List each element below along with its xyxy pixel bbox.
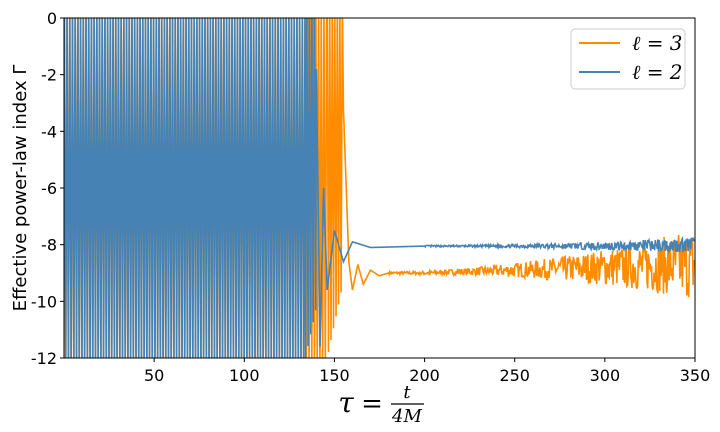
x-axis-label: τ = t 4M [338,382,424,427]
x-tick-label: 150 [319,366,350,385]
legend-label-l2: ℓ = 2 [632,60,683,84]
x-tick-label: 350 [680,366,711,385]
series-line-l2 [64,18,695,358]
x-tick-label: 50 [144,366,164,385]
x-label-denominator: 4M [391,406,422,427]
y-axis-label: Effective power-law index Γ [10,65,31,312]
y-tick-label: -4 [41,122,57,141]
y-tick-label: -8 [41,236,57,255]
x-tick-label: 250 [499,366,530,385]
y-tick-label: -12 [31,349,57,368]
x-tick-label: 300 [590,366,621,385]
x-label-lhs: τ [338,386,354,419]
ticks-layer: 50 100 150 200 250 300 350 0 -2 -4 -6 -8 -10 -12 [31,9,710,385]
x-tick-label: 200 [409,366,440,385]
x-tick-label: 100 [229,366,260,385]
legend: ℓ = 3 ℓ = 2 [570,28,686,90]
series-layer [64,18,695,358]
y-tick-label: -2 [41,66,57,85]
x-label-numerator: t [403,382,411,403]
x-label-equals: = [361,389,383,419]
y-tick-label: -10 [31,292,57,311]
y-tick-label: -6 [41,179,57,198]
y-tick-label: 0 [47,9,57,28]
legend-label-l3: ℓ = 3 [632,31,683,55]
